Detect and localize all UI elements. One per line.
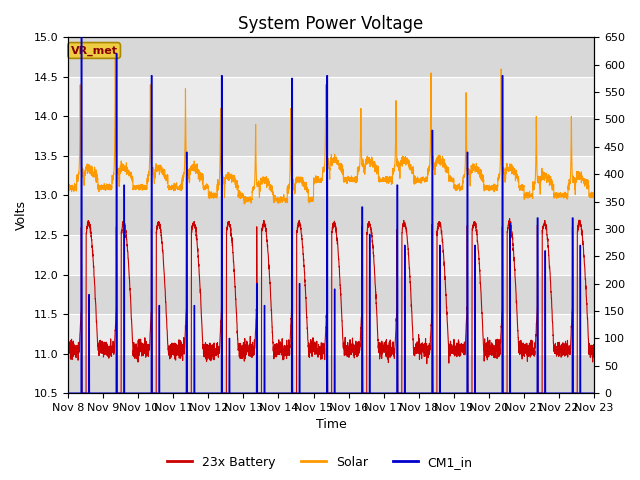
Y-axis label: Volts: Volts (15, 200, 28, 230)
Bar (68, 354, 594, 393)
Title: System Power Voltage: System Power Voltage (239, 15, 424, 33)
Bar (68, 156, 594, 195)
Bar (68, 314, 594, 354)
X-axis label: Time: Time (316, 419, 346, 432)
Bar (68, 195, 594, 235)
Text: VR_met: VR_met (70, 45, 118, 56)
Bar (68, 235, 594, 275)
Bar (68, 275, 594, 314)
Bar (68, 116, 594, 156)
Bar (68, 77, 594, 116)
Legend: 23x Battery, Solar, CM1_in: 23x Battery, Solar, CM1_in (163, 451, 477, 474)
Bar (68, 37, 594, 77)
